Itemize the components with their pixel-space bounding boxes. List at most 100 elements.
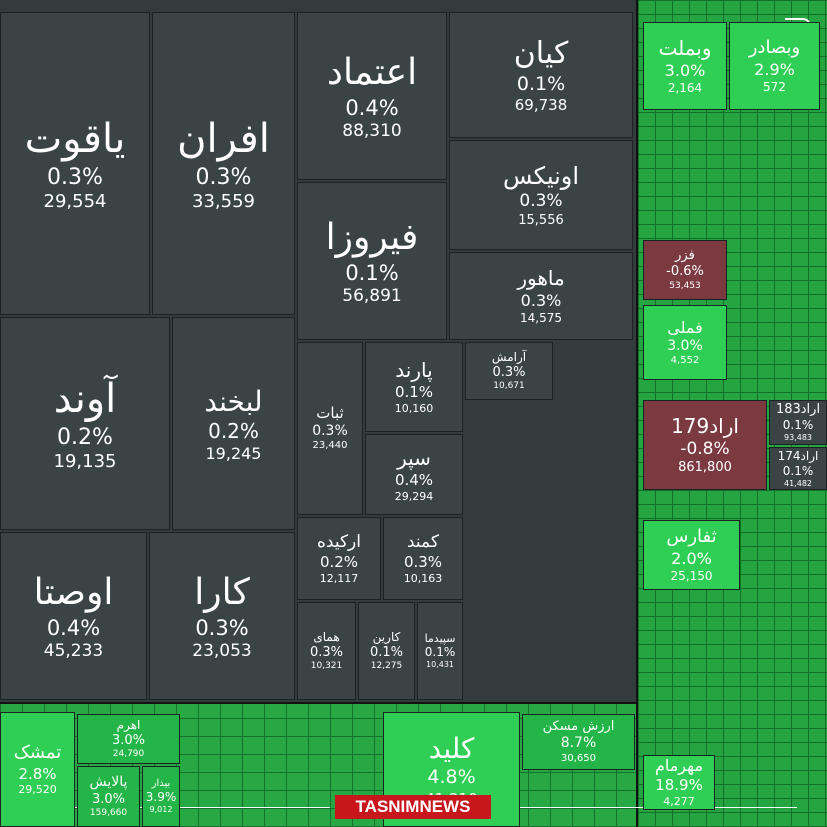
tile-name: ماهور — [517, 266, 565, 290]
tile-volume: 4,277 — [663, 795, 695, 808]
tile: ماهور 0.3% 14,575 — [449, 252, 633, 340]
tile-name: کارین — [372, 629, 401, 644]
tile-name: پالایش — [89, 774, 128, 790]
tile-name: یاقوت — [24, 115, 126, 162]
tile: پالایش 3.0% 159,660 — [77, 766, 140, 827]
tile-change: 0.3% — [47, 164, 103, 190]
tile: تمشک 2.8% 29,520 — [0, 712, 75, 827]
tile-volume: 10,321 — [310, 661, 343, 671]
tile-volume: 25,150 — [670, 568, 713, 583]
tile: پارند 0.1% 10,160 — [365, 342, 463, 432]
tile: اهرم 3.0% 24,790 — [77, 714, 180, 764]
tile-name: اراد179 — [671, 413, 739, 438]
tile-volume: 41,482 — [784, 478, 812, 488]
tile: بیدار 3.9% 9,012 — [142, 766, 180, 827]
tile-change: 0.1% — [516, 72, 566, 95]
tile-volume: 69,738 — [514, 96, 568, 115]
tile-name: تمشک — [13, 742, 62, 763]
tile-change: 0.2% — [319, 552, 359, 571]
tile-volume: 10,163 — [403, 571, 443, 585]
tile-volume: 29,520 — [18, 783, 57, 797]
tile-volume: 861,800 — [678, 460, 732, 475]
tile-name: لبخند — [204, 384, 263, 418]
tile: کمند 0.3% 10,163 — [383, 517, 463, 600]
tile: افران 0.3% 33,559 — [152, 12, 295, 315]
tile-change: 0.3% — [492, 364, 526, 380]
tile-name: کیان — [513, 36, 569, 71]
tile-change: 0.3% — [195, 615, 249, 640]
tile-name: ثبات — [316, 404, 344, 423]
tile-change: 4.8% — [427, 765, 476, 788]
tile-change: 3.0% — [111, 732, 146, 748]
tile-name: وبصادر — [748, 37, 801, 59]
tile: وبملت 3.0% 2,164 — [643, 22, 727, 110]
tile-volume: 572 — [763, 79, 786, 94]
frame-line — [40, 807, 330, 808]
tile: ثفارس 2.0% 25,150 — [643, 520, 740, 590]
tile-change: 0.3% — [195, 164, 252, 190]
tile-change: 0.3% — [519, 191, 563, 212]
tile-name: اعتماد — [326, 51, 418, 93]
tile-change: 8.7% — [560, 735, 597, 752]
tile-name: آرامش — [491, 349, 527, 364]
tile: اوصتا 0.4% 45,233 — [0, 532, 147, 700]
tile-name: اراد174 — [777, 448, 819, 463]
tile-change: 18.9% — [655, 776, 703, 795]
tile-volume: 10,160 — [394, 402, 434, 415]
tile: ارکیده 0.2% 12,117 — [297, 517, 381, 600]
tile-name: افران — [177, 115, 270, 162]
tile-change: 0.1% — [394, 383, 434, 402]
tile: اراد179 -0.8% 861,800 — [643, 400, 767, 490]
tile: اراد174 0.1% 41,482 — [769, 447, 827, 490]
tile: ارزش مسکن 8.7% 30,650 — [522, 714, 635, 770]
tile-name: بیدار — [151, 777, 171, 789]
tile-name: آوند — [53, 375, 117, 422]
tile-volume: 10,671 — [493, 381, 525, 391]
tile: اونیکس 0.3% 15,556 — [449, 140, 633, 250]
tile-change: 0.1% — [424, 645, 456, 660]
tile-volume: 10,431 — [426, 660, 454, 670]
tile-name: اراد183 — [775, 401, 821, 417]
tile: فملی 3.0% 4,552 — [643, 305, 727, 380]
tile-name: اهرم — [116, 717, 141, 732]
tile-volume: 4,552 — [670, 355, 700, 366]
tile-change: 3.9% — [145, 790, 177, 805]
tile-volume: 159,660 — [89, 807, 128, 818]
tile-change: 0.1% — [782, 463, 814, 478]
tile-volume: 23,053 — [192, 641, 252, 661]
tile-volume: 29,294 — [394, 489, 434, 503]
tile: فیروزا 0.1% 56,891 — [297, 182, 447, 340]
tile-change: 2.0% — [671, 548, 712, 568]
tile: کارین 0.1% 12,275 — [358, 602, 415, 700]
tile-volume: 9,012 — [149, 805, 173, 815]
tile-change: 0.4% — [394, 470, 434, 489]
tile-name: ارکیده — [317, 531, 361, 552]
tile: فزر -0.6% 53,453 — [643, 240, 727, 300]
tile-change: 0.2% — [57, 424, 113, 450]
tile: وبصادر 2.9% 572 — [729, 22, 820, 110]
tile-change: 3.0% — [664, 61, 706, 80]
tile-change: 2.9% — [754, 59, 795, 79]
tile-volume: 23,440 — [312, 440, 348, 452]
tile-change: 0.3% — [403, 552, 443, 571]
tile-name: همای — [313, 629, 340, 644]
tile-volume: 88,310 — [342, 121, 402, 141]
tile-name: مهرمام — [654, 756, 704, 776]
tile-change: 0.2% — [208, 418, 259, 443]
tile-volume: 14,575 — [520, 311, 562, 325]
tile-change: 2.8% — [18, 764, 57, 783]
tile: اعتماد 0.4% 88,310 — [297, 12, 447, 180]
tile-name: کمند — [407, 531, 439, 552]
logo: TASNIMNEWS — [335, 795, 491, 819]
tile-name: سپیدما — [424, 631, 456, 645]
tile-volume: 12,275 — [370, 661, 403, 671]
tile-change: 0.3% — [520, 291, 562, 310]
tile: مهرمام 18.9% 4,277 — [643, 755, 715, 810]
tile: کارا 0.3% 23,053 — [149, 532, 295, 700]
tile: لبخند 0.2% 19,245 — [172, 317, 295, 530]
tile: ثبات 0.3% 23,440 — [297, 342, 363, 515]
tile-change: 0.1% — [782, 418, 814, 433]
tile-name: فملی — [667, 317, 703, 337]
tile-name: فیروزا — [325, 216, 419, 258]
tile: یاقوت 0.3% 29,554 — [0, 12, 150, 315]
